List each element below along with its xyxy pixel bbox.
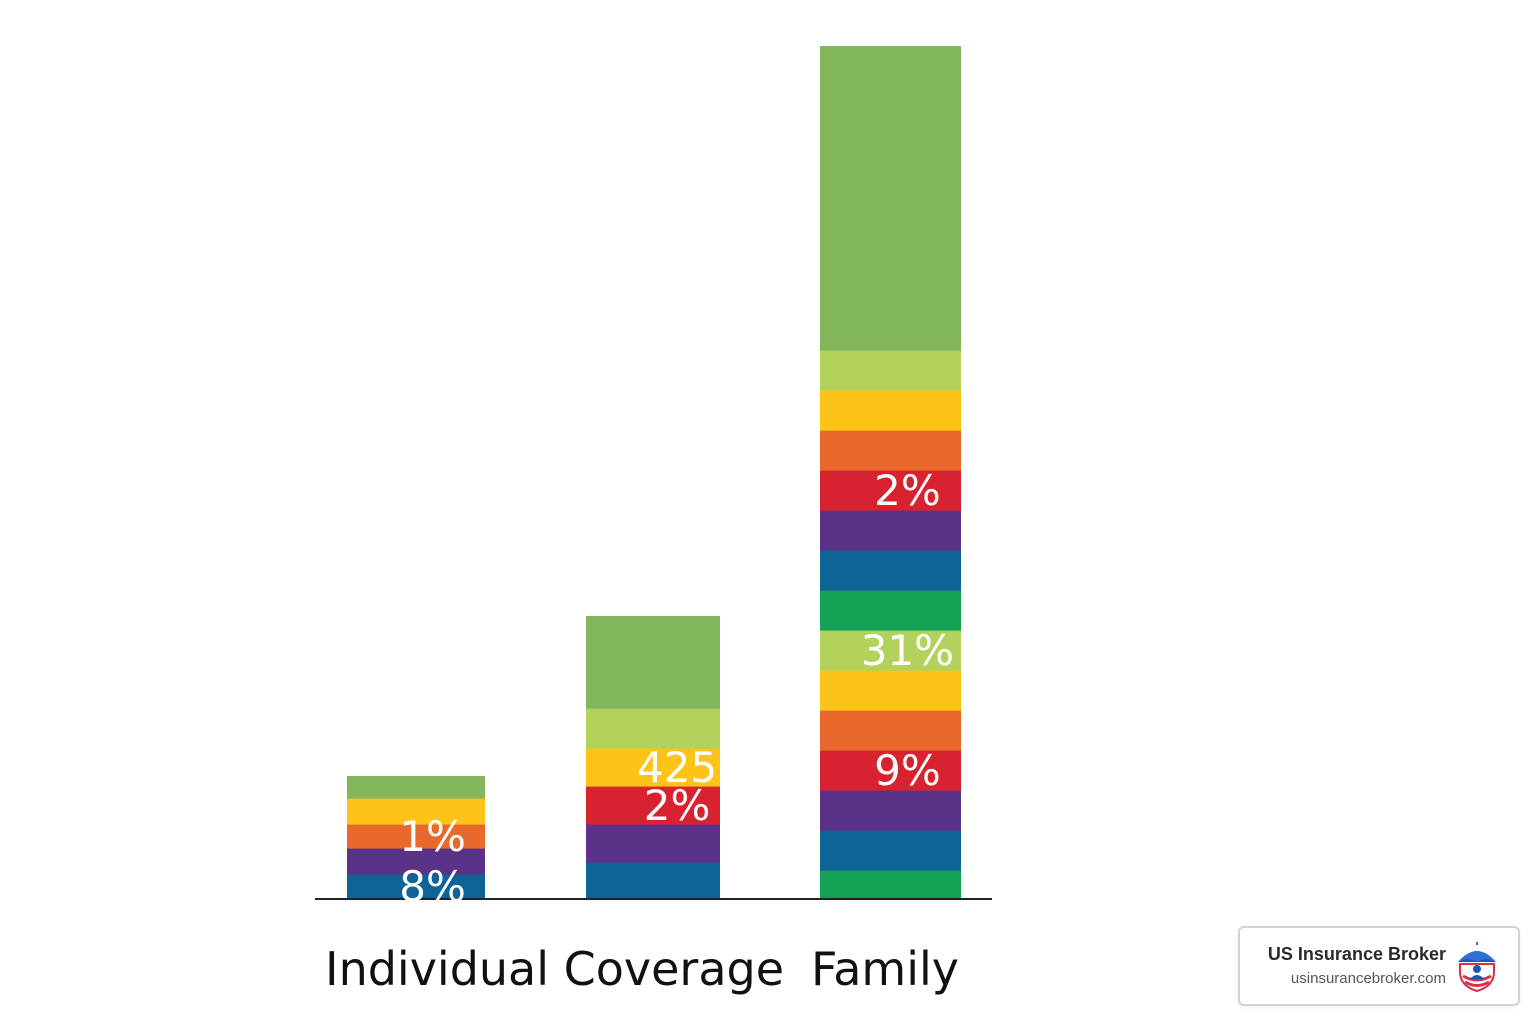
- bar-1-segment-0: [586, 862, 720, 899]
- bar-0-segment-0: [347, 874, 485, 899]
- bar-0-segment-3: [347, 798, 485, 825]
- umbrella-shield-icon: [1458, 942, 1496, 992]
- bar-1-segment-2: [586, 786, 720, 825]
- segment-labels-layer: 8%1%2%425 9%31%2%: [399, 466, 954, 911]
- brand-name: US Insurance Broker: [1267, 944, 1446, 964]
- bar-2-segment-9: [820, 510, 961, 551]
- bar-1-segment-5: [586, 616, 720, 709]
- bar-2-segment-12: [820, 390, 961, 431]
- bar-0-segment-1: [347, 848, 485, 875]
- bar-2-segment-4: [820, 710, 961, 751]
- bar-1-segment-1: [586, 824, 720, 863]
- bar-0-segment-2: [347, 824, 485, 849]
- bar-2-segment-2: [820, 790, 961, 831]
- bar-2-segment-10: [820, 470, 961, 511]
- bars-layer: [347, 46, 961, 899]
- bar-2-segment-14: [820, 46, 961, 351]
- bar-2-segment-5: [820, 670, 961, 711]
- bar-1: [586, 616, 720, 899]
- bar-2-segment-0: [820, 870, 961, 899]
- bar-2-segment-11: [820, 430, 961, 471]
- segment-label: 31%: [861, 626, 954, 675]
- brand-badge[interactable]: US Insurance Broker usinsurancebroker.co…: [1238, 926, 1520, 1006]
- bar-2-segment-13: [820, 350, 961, 391]
- bar-0: [347, 776, 485, 899]
- bar-2-segment-3: [820, 750, 961, 791]
- category-label: Individual Coverage: [325, 942, 784, 996]
- segment-label: 2%: [874, 466, 941, 515]
- brand-url[interactable]: usinsurancebroker.com: [1290, 970, 1446, 987]
- segment-label: 9%: [874, 746, 941, 795]
- segment-label: 425: [637, 743, 717, 792]
- bar-2: [820, 46, 961, 899]
- bar-2-segment-1: [820, 830, 961, 871]
- category-label: Family: [811, 942, 959, 996]
- category-labels-layer: Individual Coverage Family: [325, 942, 959, 996]
- bar-2-segment-7: [820, 590, 961, 631]
- bar-1-segment-4: [586, 708, 720, 749]
- bar-2-segment-6: [820, 630, 961, 671]
- bar-1-segment-3: [586, 748, 720, 787]
- segment-label: 2%: [644, 781, 711, 830]
- bar-2-segment-8: [820, 550, 961, 591]
- segment-label: 1%: [399, 812, 466, 861]
- segment-label: 8%: [399, 862, 466, 911]
- bar-0-segment-4: [347, 776, 485, 799]
